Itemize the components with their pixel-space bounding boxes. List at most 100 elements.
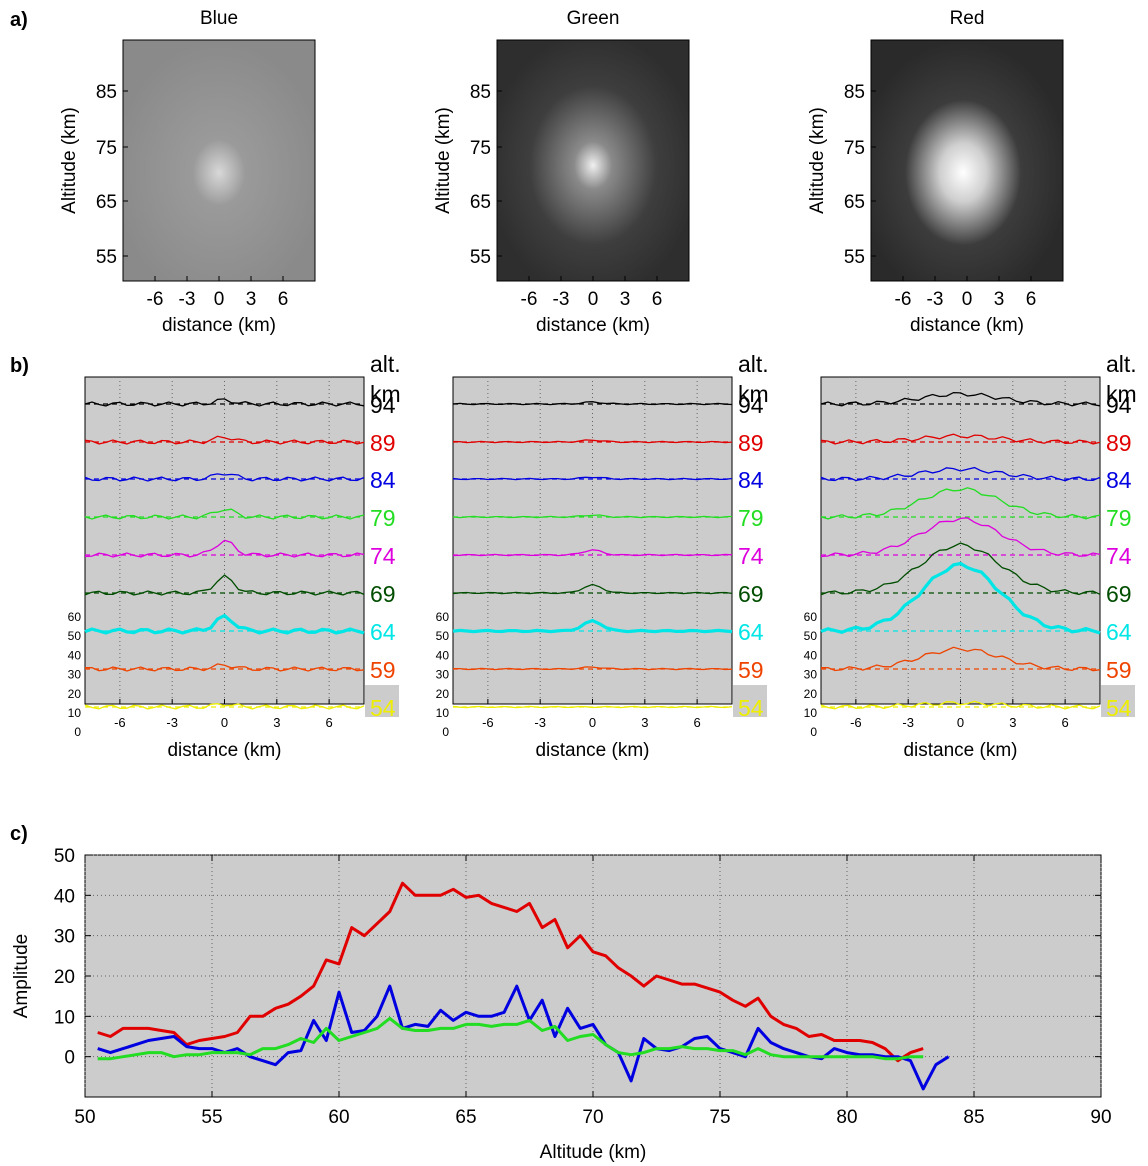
alt-label-84: 84 [1106,467,1132,493]
y-tick-label: 50 [68,629,82,643]
panel-label-a: a) [10,9,28,31]
alt-header-line2: km [738,381,769,407]
heatmap-image-green [496,39,690,282]
alt-label-69: 69 [1106,581,1132,607]
profile-line-79 [84,508,365,520]
profile-line-79 [820,487,1101,520]
profile-line-54 [452,705,733,709]
y-tick-label: 20 [804,687,818,701]
y-tick-label: 10 [436,706,450,720]
y-tick-label: 0 [442,725,449,739]
y-tick-label: 10 [68,706,82,720]
y-tick-label: 50 [436,629,450,643]
profile-line-69 [452,583,733,595]
profile-line-69 [84,574,365,596]
alt-label-79: 79 [370,505,396,531]
y-tick-label: 30 [804,668,818,682]
x-tick-label: -6 [895,289,912,310]
profile-line-64 [820,561,1101,635]
profile-line-69 [820,542,1101,596]
x-tick-label: -6 [114,715,126,730]
series-line-0 [97,881,924,1063]
y-tick-label: 0 [64,1048,75,1069]
alt-label-64: 64 [738,619,764,645]
y-tick-label: 20 [436,687,450,701]
x-tick-label: 3 [994,289,1005,310]
profile-line-74 [84,539,365,558]
alt-label-89: 89 [370,430,396,456]
y-axis-label: Altitude (km) [433,107,454,214]
alt-label-74: 74 [1106,543,1132,569]
y-tick-label: 50 [804,629,818,643]
y-tick-label: 65 [844,192,865,213]
alt-label-79: 79 [1106,505,1132,531]
x-tick-label: 75 [709,1107,730,1128]
alt-label-89: 89 [738,430,764,456]
y-tick-label: 85 [96,82,117,103]
y-tick-label: 40 [436,648,450,662]
alt-label-59: 59 [370,657,396,683]
y-tick-label: 55 [96,247,117,268]
y-tick-label: 30 [54,927,75,948]
alt-header-line1: alt. [370,351,401,377]
profile-line-79 [452,514,733,519]
alt-label-69: 69 [738,581,764,607]
alt-header-line1: alt. [738,351,769,377]
x-tick-label: 80 [836,1107,857,1128]
alt-header-line2: km [370,381,401,407]
x-tick-label: 0 [214,289,225,310]
heatmap-image-blue [122,39,316,282]
alt-label-64: 64 [1106,619,1132,645]
profile-line-94 [452,401,733,406]
alt-label-74: 74 [738,543,764,569]
x-tick-label: 85 [963,1107,984,1128]
alt-label-54: 54 [1106,695,1132,721]
x-tick-label: -3 [553,289,570,310]
alt-label-74: 74 [370,543,396,569]
x-tick-label: 3 [620,289,631,310]
alt-header-line1: alt. [1106,351,1137,377]
x-axis-label: distance (km) [535,740,649,761]
alt-label-79: 79 [738,505,764,531]
profile-line-89 [452,439,733,444]
alt-label-64: 64 [370,619,396,645]
alt-label-bg-54 [1101,685,1135,717]
y-tick-label: 60 [804,610,818,624]
alt-header-line2: km [1106,381,1137,407]
y-tick-label: 60 [68,610,82,624]
alt-label-69: 69 [370,581,396,607]
x-axis-label: Altitude (km) [540,1142,647,1163]
x-axis-label: distance (km) [162,315,276,336]
profile-line-74 [452,549,733,557]
alt-label-bg-54 [365,685,399,717]
y-axis-label: Altitude (km) [807,107,828,214]
profile-line-54 [820,700,1101,710]
y-axis-label: Amplitude [11,934,32,1019]
x-tick-label: 6 [326,715,333,730]
y-axis-label: Altitude (km) [59,107,80,214]
profile-line-94 [84,398,365,407]
x-tick-label: 6 [1026,289,1037,310]
panel-label-b: b) [10,355,29,377]
y-tick-label: 20 [68,687,82,701]
x-tick-label: 0 [221,715,228,730]
profile-line-64 [452,618,733,634]
x-tick-label: 65 [455,1107,476,1128]
panel-label-c: c) [10,823,28,845]
profile-line-59 [820,646,1101,672]
y-tick-label: 30 [68,668,82,682]
profile-line-94 [820,391,1101,407]
panel-c-amplitude-chart: 50 55 60 65 70 75 80 85 90 50 40 30 20 10 0 Altitude (k… [11,846,1112,1163]
heatmap-title: Blue [200,8,238,29]
heatmap-title: Green [567,8,620,29]
x-tick-label: -3 [927,289,944,310]
profile-plot-area [820,376,1101,705]
x-tick-label: -6 [521,289,538,310]
y-tick-label: 55 [470,247,491,268]
x-axis-label: distance (km) [903,740,1017,761]
y-tick-label: 75 [470,138,491,159]
x-tick-label: 0 [589,715,596,730]
x-tick-label: -3 [902,715,914,730]
alt-label-94: 94 [738,392,764,418]
